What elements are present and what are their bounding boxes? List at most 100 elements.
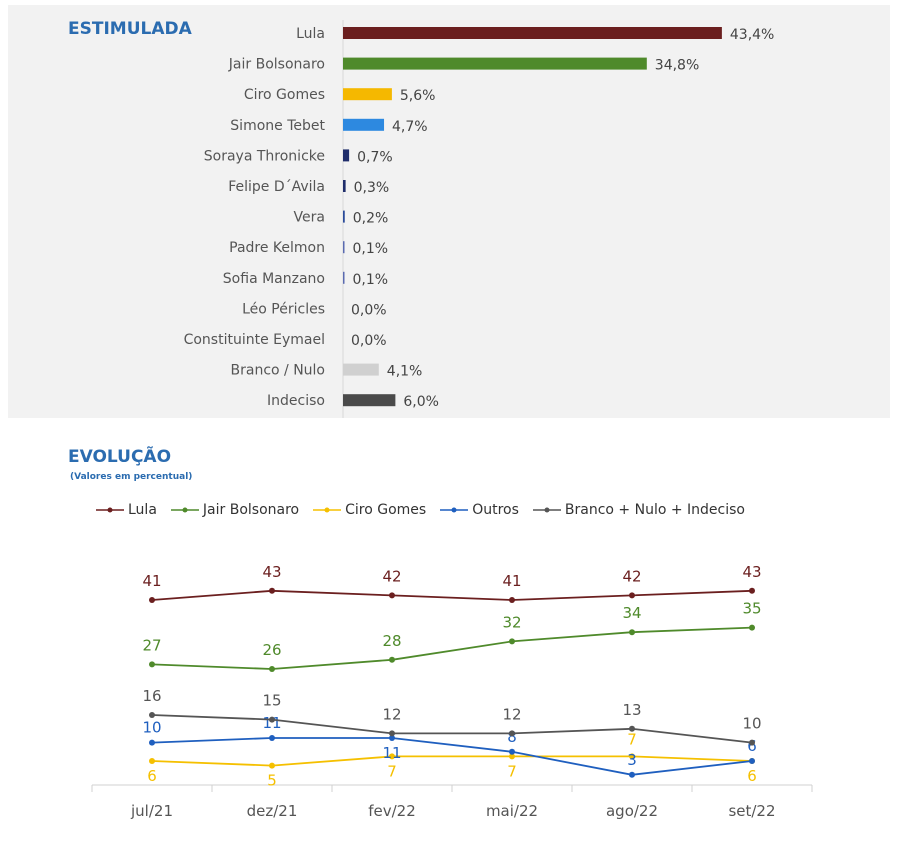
data-label: 6 [147, 767, 157, 785]
evolucao-subtitle: (Valores em percentual) [70, 472, 193, 482]
data-point [629, 592, 635, 599]
bar-value-label: 4,7% [392, 119, 428, 135]
bar-category-label: Felipe D´Avila [228, 179, 325, 195]
data-point [149, 661, 155, 668]
series-line [151, 755, 753, 767]
legend-marker-icon [96, 507, 124, 513]
x-tick-label: mai/22 [486, 802, 538, 820]
legend-label: Branco + Nulo + Indeciso [564, 502, 745, 518]
bar [343, 88, 392, 101]
data-label: 7 [627, 730, 637, 748]
data-label: 13 [622, 701, 641, 719]
data-label: 5 [267, 772, 277, 790]
data-point [389, 730, 395, 737]
legend-label: Lula [128, 502, 157, 518]
series-line [151, 589, 753, 601]
legend-label: Jair Bolsonaro [202, 502, 300, 518]
legend-marker-icon [170, 507, 199, 513]
data-label: 42 [622, 567, 641, 585]
legend-label: Outros [472, 502, 519, 518]
evolucao-panel: EVOLUÇÃO (Valores em percentual) Lula Jai… [0, 430, 900, 851]
bar-category-label: Padre Kelmon [229, 240, 325, 256]
legend-item: Jair Bolsonaro [170, 502, 300, 518]
x-tick-label: dez/21 [247, 802, 298, 820]
bar-value-label: 0,7% [357, 149, 393, 165]
data-point [389, 753, 395, 760]
x-tick-label: jul/21 [130, 802, 173, 820]
data-label: 10 [742, 715, 761, 733]
legend-marker-icon [532, 507, 561, 513]
data-label: 43 [742, 563, 761, 581]
bar-category-label: Léo Péricles [242, 301, 325, 317]
data-point [149, 758, 155, 764]
bar-value-label: 0,2% [353, 211, 389, 227]
bar-category-label: Soraya Thronicke [204, 148, 325, 164]
data-point [149, 712, 155, 718]
data-label: 7 [387, 762, 397, 780]
data-point [749, 587, 755, 594]
x-tick-label: ago/22 [606, 802, 658, 820]
data-label: 6 [747, 737, 757, 755]
legend-marker-icon [313, 507, 342, 513]
data-label: 12 [502, 705, 521, 723]
data-point [509, 597, 515, 603]
line-chart: jul/21 dez/21 fev/22 mai/22 ago/22 set/22 41 43… [91, 563, 813, 820]
evolucao-title: EVOLUÇÃO [68, 447, 172, 467]
x-tick-label: set/22 [728, 802, 775, 820]
data-label: 43 [262, 563, 281, 581]
bar [343, 241, 345, 254]
bar-value-label: 43,4% [730, 27, 774, 43]
data-label: 12 [382, 705, 401, 723]
data-label: 10 [142, 719, 161, 737]
data-point [269, 587, 275, 594]
data-label: 8 [507, 728, 517, 746]
data-point [629, 771, 635, 778]
data-point [149, 739, 155, 746]
bar-value-label: 5,6% [400, 88, 436, 104]
data-point [509, 748, 515, 755]
bar-category-label: Branco / Nulo [231, 363, 326, 379]
bar-chart: Lula 43,4% Jair Bolsonaro 34,8% Ciro Gomes 5,… [184, 20, 774, 418]
data-label: 41 [502, 572, 521, 590]
bar [343, 394, 396, 407]
data-label: 41 [142, 572, 161, 590]
data-label: 27 [142, 636, 161, 654]
bar [343, 363, 379, 376]
data-point [629, 753, 635, 760]
bar-category-label: Simone Tebet [230, 118, 325, 134]
series-line [151, 737, 753, 776]
data-point [509, 753, 515, 760]
data-point [389, 735, 395, 741]
bar-value-label: 4,1% [387, 364, 423, 380]
legend-label: Ciro Gomes [345, 502, 427, 518]
data-point [269, 735, 275, 741]
legend-marker-icon [440, 507, 469, 513]
data-point [629, 725, 635, 732]
data-label: 34 [622, 604, 641, 622]
legend-item: Branco + Nulo + Indeciso [532, 502, 745, 518]
data-label: 11 [382, 744, 401, 762]
series-line [151, 626, 753, 670]
data-point [269, 666, 275, 672]
data-label: 42 [382, 567, 401, 585]
estimulada-panel: ESTIMULADA Lula 43,4% Jair Bolsonaro 34,8% C… [8, 5, 890, 418]
bar-category-label: Vera [294, 210, 325, 226]
bar-category-label: Lula [296, 26, 325, 42]
data-point [389, 592, 395, 599]
data-point [749, 624, 755, 631]
bar-value-label: 0,0% [351, 302, 387, 318]
data-point [509, 730, 515, 737]
data-point [749, 739, 755, 746]
bar-category-label: Indeciso [267, 393, 325, 409]
data-label: 35 [742, 600, 761, 618]
bar-category-label: Ciro Gomes [244, 87, 325, 103]
bar [343, 27, 722, 39]
data-label: 6 [747, 767, 757, 785]
bar [343, 210, 345, 223]
data-label: 15 [262, 692, 281, 710]
legend-item: Outros [440, 502, 519, 518]
data-label: 3 [627, 751, 637, 769]
data-label: 11 [262, 714, 281, 732]
data-label: 32 [502, 613, 521, 631]
bar-value-label: 0,1% [353, 272, 389, 288]
